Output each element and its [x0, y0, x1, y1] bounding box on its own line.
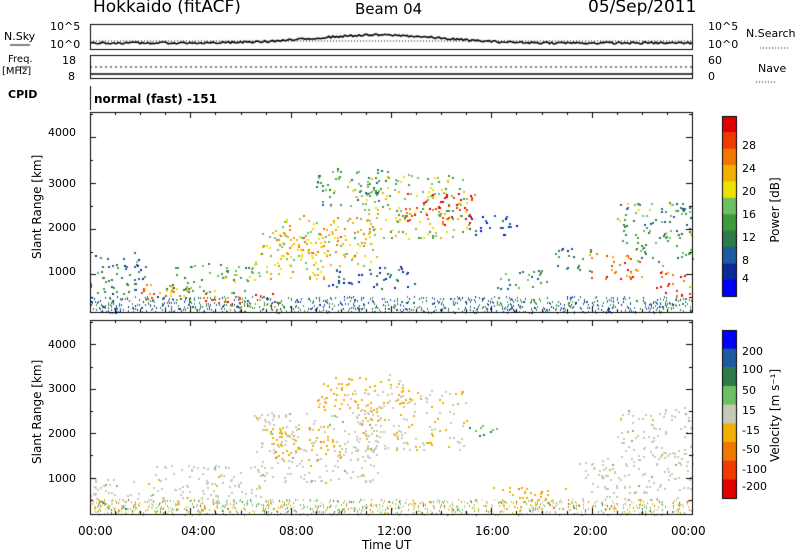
- power-cbar-tick-20: 20: [742, 185, 756, 198]
- cpid-value: normal (fast) -151: [94, 92, 217, 106]
- nsky-label: N.Sky: [4, 30, 36, 43]
- power-ytick-4000: 4000: [48, 126, 76, 139]
- power-ytick-2000: 2000: [48, 221, 76, 234]
- power-cbar-tick-16: 16: [742, 208, 756, 221]
- xtick-1200: 12:00: [377, 524, 412, 538]
- nsky-lo-tick-right: 10^0: [708, 38, 739, 51]
- vel-ytick-4000: 4000: [48, 338, 76, 351]
- x-axis-label: Time UT: [362, 538, 412, 552]
- vel-cbar-tick-m200: -200: [742, 480, 767, 493]
- station-title: Hokkaido (fitACF): [93, 0, 241, 17]
- vel-cbar-tick-50: 50: [742, 384, 756, 397]
- nsearch-label: N.Search: [746, 27, 796, 40]
- vel-cbar-tick-200: 200: [742, 345, 763, 358]
- freq-label: Freq.: [8, 54, 33, 65]
- nsky-hi-tick: 10^5: [50, 20, 81, 33]
- power-ytick-1000: 1000: [48, 265, 76, 278]
- nave-label: Nave: [758, 62, 787, 75]
- vel-cbar-tick-m100: -100: [742, 463, 767, 476]
- power-colorbar-label: Power [dB]: [768, 177, 782, 243]
- xtick-2400: 00:00: [671, 524, 706, 538]
- vel-cbar-tick-m50: -50: [742, 443, 760, 456]
- xtick-0000: 00:00: [78, 524, 113, 538]
- freq-lo-tick: 8: [68, 70, 75, 83]
- vel-colorbar-label: Velocity [m s⁻¹]: [768, 368, 782, 462]
- power-cbar-tick-4: 4: [742, 272, 749, 285]
- vel-ytick-2000: 2000: [48, 427, 76, 440]
- xtick-0800: 08:00: [279, 524, 314, 538]
- vel-cbar-tick-15: 15: [742, 404, 756, 417]
- nave-hi-tick: 60: [708, 54, 722, 67]
- xtick-0400: 04:00: [181, 524, 216, 538]
- power-cbar-tick-8: 8: [742, 254, 749, 267]
- xtick-2000: 20:00: [573, 524, 608, 538]
- nsky-lo-tick: 10^0: [50, 38, 81, 51]
- vel-ytick-1000: 1000: [48, 472, 76, 485]
- vel-cbar-tick-100: 100: [742, 363, 763, 376]
- power-ytick-3000: 3000: [48, 177, 76, 190]
- power-cbar-tick-12: 12: [742, 231, 756, 244]
- freq-unit: [MHz]: [2, 66, 32, 77]
- vel-y-axis-label: Slant Range [km]: [30, 359, 44, 464]
- date-label: 05/Sep/2011: [588, 0, 697, 17]
- power-cbar-tick-28: 28: [742, 139, 756, 152]
- vel-ytick-3000: 3000: [48, 382, 76, 395]
- power-y-axis-label: Slant Range [km]: [30, 154, 44, 259]
- nsky-hi-tick-right: 10^5: [708, 20, 739, 33]
- freq-hi-tick: 18: [62, 54, 76, 67]
- cpid-label: CPID: [8, 88, 38, 101]
- xtick-1600: 16:00: [475, 524, 510, 538]
- vel-cbar-tick-m15: -15: [742, 424, 760, 437]
- power-cbar-tick-24: 24: [742, 162, 756, 175]
- beam-label: Beam 04: [355, 0, 423, 18]
- nave-lo-tick: 0: [708, 70, 715, 83]
